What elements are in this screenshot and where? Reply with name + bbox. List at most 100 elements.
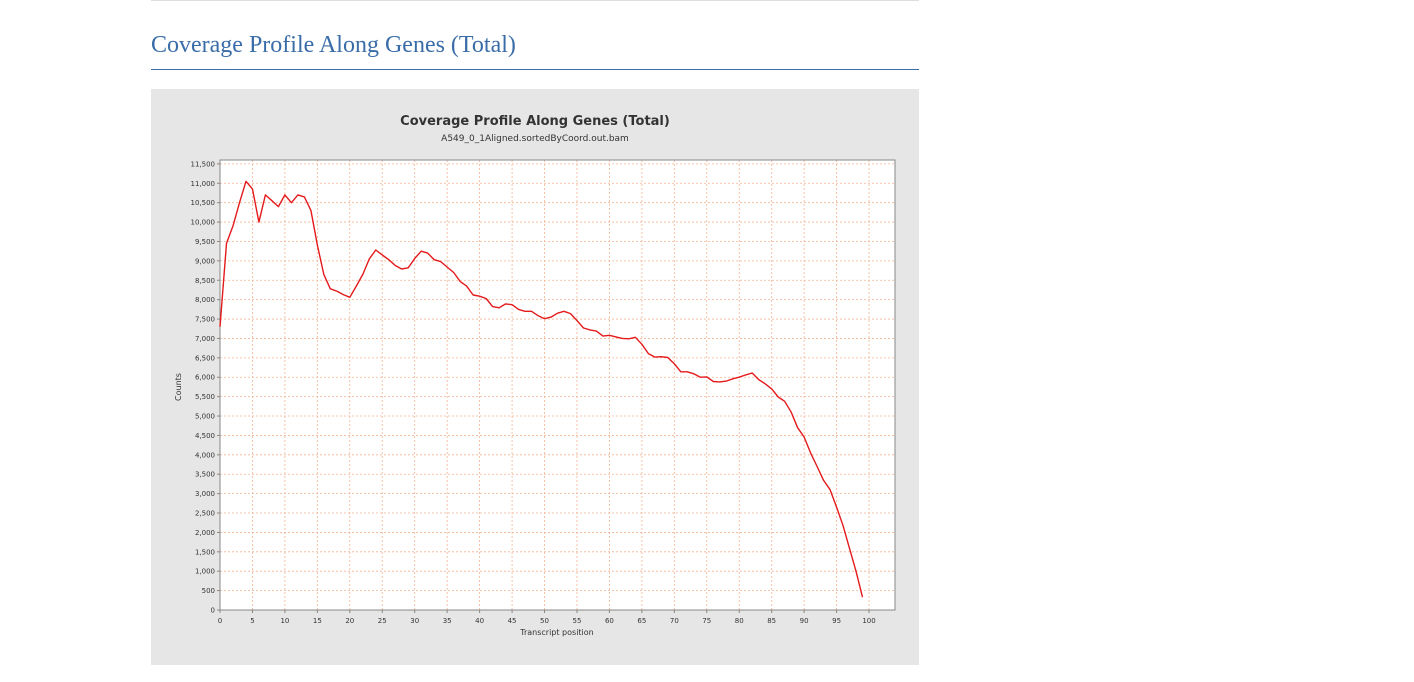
y-tick-label: 7,000 bbox=[195, 335, 215, 343]
data-point bbox=[843, 525, 844, 526]
y-tick-label: 5,500 bbox=[195, 393, 215, 401]
data-point bbox=[356, 286, 357, 287]
y-tick-label: 9,000 bbox=[195, 257, 215, 265]
data-point bbox=[745, 374, 746, 375]
data-point bbox=[609, 335, 610, 336]
x-tick-label: 95 bbox=[832, 617, 841, 625]
data-point bbox=[719, 381, 720, 382]
data-point bbox=[622, 338, 623, 339]
data-point bbox=[570, 313, 571, 314]
data-point bbox=[440, 261, 441, 262]
coverage-chart: Coverage Profile Along Genes (Total) A54… bbox=[174, 114, 896, 637]
section-title: Coverage Profile Along Genes (Total) bbox=[151, 32, 516, 58]
y-tick-label: 5,000 bbox=[195, 413, 215, 421]
data-point bbox=[830, 489, 831, 490]
data-point bbox=[434, 259, 435, 260]
data-point bbox=[466, 286, 467, 287]
x-tick-label: 75 bbox=[702, 617, 711, 625]
top-divider bbox=[151, 0, 919, 1]
y-tick-label: 2,000 bbox=[195, 529, 215, 537]
data-point bbox=[771, 388, 772, 389]
y-tick-label: 6,000 bbox=[195, 374, 215, 382]
plot-area bbox=[220, 160, 895, 610]
data-point bbox=[765, 383, 766, 384]
data-point bbox=[817, 466, 818, 467]
data-point bbox=[797, 427, 798, 428]
data-point bbox=[271, 200, 272, 201]
x-tick-label: 0 bbox=[218, 617, 222, 625]
data-point bbox=[479, 296, 480, 297]
x-tick-label: 15 bbox=[313, 617, 322, 625]
plot-border bbox=[219, 159, 896, 611]
title-underline bbox=[151, 69, 919, 70]
data-point bbox=[589, 329, 590, 330]
data-point bbox=[693, 373, 694, 374]
x-tick-label: 65 bbox=[637, 617, 646, 625]
x-tick-label: 25 bbox=[378, 617, 387, 625]
data-point bbox=[525, 311, 526, 312]
y-tick-label: 1,500 bbox=[195, 548, 215, 556]
data-point bbox=[628, 338, 629, 339]
x-tick-label: 90 bbox=[800, 617, 809, 625]
data-point bbox=[304, 196, 305, 197]
data-point bbox=[232, 225, 233, 226]
data-point bbox=[674, 363, 675, 364]
x-tick-label: 50 bbox=[540, 617, 549, 625]
series-line bbox=[219, 180, 864, 598]
data-point bbox=[382, 255, 383, 256]
data-point bbox=[343, 294, 344, 295]
x-tick-label: 35 bbox=[443, 617, 452, 625]
data-point bbox=[583, 327, 584, 328]
data-point bbox=[310, 210, 311, 211]
x-tick-label: 5 bbox=[250, 617, 254, 625]
y-tick-label: 10,000 bbox=[191, 219, 216, 227]
x-tick-label: 30 bbox=[410, 617, 419, 625]
series-layer bbox=[219, 180, 864, 598]
data-point bbox=[492, 306, 493, 307]
data-point bbox=[856, 571, 857, 572]
chart-subtitle: A549_0_1Aligned.sortedByCoord.out.bam bbox=[441, 134, 629, 144]
data-point bbox=[265, 194, 266, 195]
data-point bbox=[778, 397, 779, 398]
data-point bbox=[388, 259, 389, 260]
grid-lines bbox=[219, 160, 895, 611]
data-point bbox=[810, 452, 811, 453]
data-point bbox=[323, 274, 324, 275]
chart-title: Coverage Profile Along Genes (Total) bbox=[400, 114, 670, 129]
data-point bbox=[706, 376, 707, 377]
data-point bbox=[641, 344, 642, 345]
data-point bbox=[453, 272, 454, 273]
data-point bbox=[369, 258, 370, 259]
data-point bbox=[512, 304, 513, 305]
y-tick-label: 500 bbox=[202, 587, 215, 595]
data-point bbox=[220, 326, 221, 327]
y-tick-label: 3,500 bbox=[195, 471, 215, 479]
data-point bbox=[317, 245, 318, 246]
x-tick-label: 60 bbox=[605, 617, 614, 625]
axes: 0 5 10 15 20 25 30 35 40 45 50 55 60 65 70 75 80 85 90 95 10… bbox=[191, 160, 876, 625]
data-point bbox=[401, 269, 402, 270]
data-point bbox=[563, 311, 564, 312]
y-tick-label: 8,000 bbox=[195, 296, 215, 304]
x-tick-label: 20 bbox=[345, 617, 354, 625]
y-tick-label: 10,500 bbox=[191, 199, 216, 207]
data-point bbox=[602, 336, 603, 337]
data-point bbox=[661, 356, 662, 357]
data-point bbox=[823, 480, 824, 481]
data-point bbox=[349, 297, 350, 298]
data-point bbox=[252, 189, 253, 190]
data-point bbox=[836, 507, 837, 508]
data-point bbox=[531, 311, 532, 312]
data-point bbox=[862, 597, 863, 598]
data-point bbox=[758, 379, 759, 380]
data-point bbox=[239, 202, 240, 203]
y-tick-label: 11,500 bbox=[191, 160, 216, 168]
y-tick-label: 9,500 bbox=[195, 238, 215, 246]
data-point bbox=[518, 309, 519, 310]
x-axis-label: Transcript position bbox=[519, 628, 594, 637]
data-point bbox=[330, 288, 331, 289]
data-point bbox=[680, 371, 681, 372]
y-tick-label: 7,500 bbox=[195, 316, 215, 324]
data-point bbox=[486, 298, 487, 299]
data-point bbox=[538, 315, 539, 316]
